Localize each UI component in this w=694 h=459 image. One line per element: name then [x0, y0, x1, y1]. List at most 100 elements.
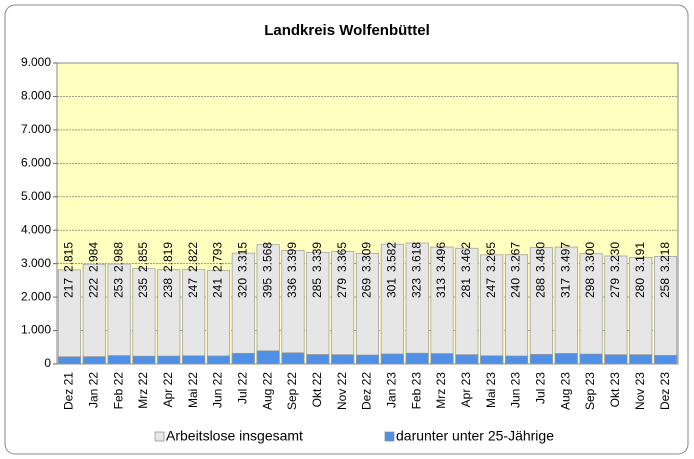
y-tick-label: 0: [44, 356, 51, 370]
data-label: 3.496: [434, 242, 448, 272]
x-tick-label: Aug 22: [260, 372, 274, 410]
data-label: 320: [235, 278, 249, 298]
bar: [306, 354, 330, 365]
x-tick-label: Feb 23: [409, 372, 423, 410]
x-tick-label: Okt 23: [608, 372, 622, 408]
data-label: 222: [86, 278, 100, 298]
data-label: 280: [633, 278, 647, 298]
bar: [82, 356, 106, 365]
data-label: 298: [583, 278, 597, 298]
x-tick-label: Jul 23: [534, 372, 548, 404]
x-tick-label: Jul 22: [235, 372, 249, 404]
y-tick-label: 8.000: [21, 89, 51, 103]
data-label: 3.300: [583, 242, 597, 272]
bar: [256, 350, 280, 365]
x-tick-label: Jan 22: [86, 372, 100, 408]
y-tick-label: 7.000: [21, 122, 51, 136]
y-tick-label: 4.000: [21, 222, 51, 236]
x-tick-label: Jun 22: [211, 372, 225, 408]
y-tick-label: 9.000: [21, 55, 51, 69]
bar: [654, 355, 678, 365]
bar: [529, 354, 553, 365]
bar: [430, 353, 454, 365]
data-label: 2.988: [111, 242, 125, 272]
data-label: 253: [111, 278, 125, 298]
x-tick-label: Mrz 23: [434, 372, 448, 409]
data-label: 3.265: [484, 242, 498, 272]
x-tick-label: Sep 22: [285, 372, 299, 410]
data-label: 279: [608, 278, 622, 298]
x-tick-label: Apr 22: [161, 372, 175, 408]
legend-swatch: [154, 431, 165, 442]
bar: [331, 354, 355, 365]
data-label: 3.267: [509, 242, 523, 272]
bar: [480, 355, 504, 365]
data-label: 301: [385, 278, 399, 298]
bar: [206, 355, 230, 365]
data-label: 3.191: [633, 242, 647, 272]
data-label: 3.618: [409, 242, 423, 272]
data-label: 323: [409, 278, 423, 298]
data-label: 3.309: [360, 242, 374, 272]
data-label: 3.480: [534, 242, 548, 272]
y-tick-label: 1.000: [21, 323, 51, 337]
data-label: 258: [658, 278, 672, 298]
y-tick-label: 6.000: [21, 156, 51, 170]
data-label: 279: [335, 278, 349, 298]
bar: [629, 256, 653, 365]
x-tick-label: Dez 21: [62, 372, 76, 410]
data-label: 235: [136, 278, 150, 298]
bar: [182, 355, 206, 365]
bar: [629, 354, 653, 365]
x-tick-label: Nov 23: [633, 372, 647, 410]
x-tick-label: Nov 22: [335, 372, 349, 410]
data-label: 240: [509, 278, 523, 298]
data-label: 247: [484, 278, 498, 298]
data-label: 3.399: [285, 242, 299, 272]
data-label: 3.365: [335, 242, 349, 272]
data-label: 3.497: [558, 242, 572, 272]
bar: [57, 356, 81, 365]
data-label: 3.230: [608, 242, 622, 272]
data-label: 269: [360, 278, 374, 298]
legend-label: Arbeitslose insgesamt: [166, 428, 303, 444]
data-label: 285: [310, 278, 324, 298]
data-label: 3.462: [459, 242, 473, 272]
x-tick-label: Sep 23: [583, 372, 597, 410]
data-label: 281: [459, 278, 473, 298]
bar: [380, 353, 404, 365]
data-label: 2.855: [136, 242, 150, 272]
bar: [157, 355, 181, 365]
y-tick-label: 5.000: [21, 189, 51, 203]
data-label: 3.315: [235, 242, 249, 272]
data-label: 3.568: [260, 242, 274, 272]
data-label: 3.582: [385, 242, 399, 272]
data-label: 2.984: [86, 242, 100, 272]
data-label: 3.339: [310, 242, 324, 272]
bar: [554, 353, 578, 365]
data-label: 313: [434, 278, 448, 298]
y-tick-label: 2.000: [21, 289, 51, 303]
data-label: 288: [534, 278, 548, 298]
data-label: 247: [186, 278, 200, 298]
data-label: 241: [211, 278, 225, 298]
x-tick-label: Mai 23: [484, 372, 498, 408]
bar: [579, 353, 603, 365]
x-tick-label: Jun 23: [509, 372, 523, 408]
legend-label: darunter unter 25-Jährige: [396, 428, 554, 444]
bar: [604, 354, 628, 365]
x-tick-label: Aug 23: [558, 372, 572, 410]
x-tick-label: Okt 22: [310, 372, 324, 408]
data-label: 336: [285, 278, 299, 298]
data-label: 317: [558, 278, 572, 298]
bar: [405, 352, 429, 365]
y-tick-label: 3.000: [21, 256, 51, 270]
data-label: 2.815: [62, 242, 76, 272]
data-label: 2.793: [211, 242, 225, 272]
bar: [281, 352, 305, 365]
data-label: 3.218: [658, 242, 672, 272]
bar: [107, 355, 131, 365]
data-label: 2.819: [161, 242, 175, 272]
